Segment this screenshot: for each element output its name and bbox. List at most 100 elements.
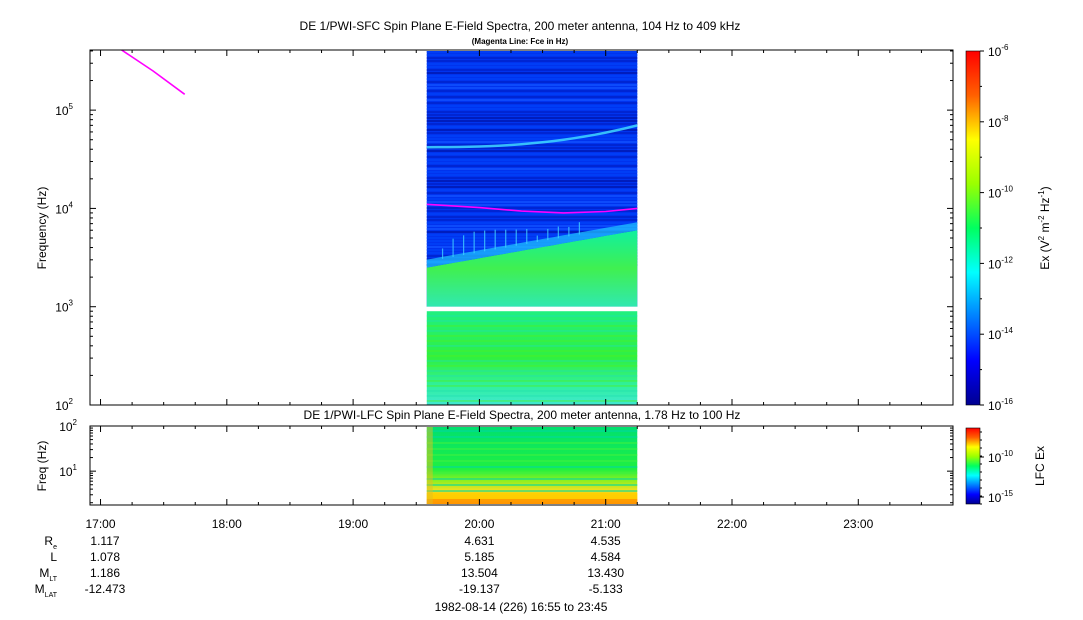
sfc-band-stripe xyxy=(426,66,638,68)
sfc-band-stripe xyxy=(426,84,638,86)
sfc-band-stripe xyxy=(426,120,638,122)
sfc-band-stripe xyxy=(426,102,638,104)
sfc-band-stripe xyxy=(426,186,638,188)
lfc-lowest-stripe xyxy=(426,499,638,504)
lfc-colorbar-tick-label: 10-10 xyxy=(988,449,1013,465)
sfc-band-stripe xyxy=(426,69,638,71)
sfc-band-stripe xyxy=(426,72,638,74)
sfc-low-stripe xyxy=(426,380,638,382)
lfc-colorbar-ticks: 10-10 10-15 xyxy=(980,431,1013,505)
lfc-y-axis-label: Freq (Hz) xyxy=(35,441,49,492)
lfc-plot-frame xyxy=(89,425,954,506)
sfc-low-stripe xyxy=(426,360,638,362)
sfc-low-stripe xyxy=(426,370,638,372)
sfc-band-stripe xyxy=(426,180,638,182)
sfc-low-stripe xyxy=(426,320,638,322)
lfc-stripe xyxy=(426,442,638,444)
lfc-low-stripe xyxy=(426,493,638,499)
time-tick-label: 17:00 xyxy=(86,517,116,531)
sfc-band-stripe xyxy=(426,108,638,110)
sfc-colorbar-tick-label: 10-8 xyxy=(988,114,1009,130)
sfc-band-stripe xyxy=(426,147,638,149)
sfc-band-stripe xyxy=(426,81,638,83)
sfc-band-stripe xyxy=(426,99,638,101)
sfc-low-stripe xyxy=(426,385,638,387)
sfc-low-stripe xyxy=(426,350,638,352)
sfc-band-stripe xyxy=(426,165,638,167)
sfc-low-stripe xyxy=(426,390,638,392)
lfc-stripe xyxy=(426,460,638,462)
time-axis-labels: 17:00 18:00 19:00 20:00 21:00 22:00 23:00 xyxy=(86,517,874,531)
sfc-band-stripe xyxy=(426,135,638,137)
time-tick-label: 18:00 xyxy=(212,517,242,531)
ephemeris-value: 4.631 xyxy=(464,534,494,548)
sfc-band-stripe xyxy=(426,150,638,152)
sfc-band-stripe xyxy=(426,228,638,230)
sfc-colorbar-label: Ex (V2 m-2 Hz-1) xyxy=(1037,186,1052,269)
ephemeris-value: 13.430 xyxy=(587,566,624,580)
sfc-colorbar-tick-label: 10-10 xyxy=(988,185,1013,201)
sfc-low-stripe xyxy=(426,325,638,327)
sfc-band-stripe xyxy=(426,207,638,209)
sfc-y-tick-label: 103 xyxy=(55,299,73,315)
fce-line xyxy=(121,49,638,214)
sfc-band-stripe xyxy=(426,138,638,140)
sfc-colorbar-gradient xyxy=(965,50,981,406)
ephemeris-value: 5.185 xyxy=(464,550,494,564)
sfc-gap xyxy=(426,306,638,312)
sfc-low-stripe xyxy=(426,330,638,332)
sfc-band-stripe xyxy=(426,117,638,119)
sfc-band-edge xyxy=(426,222,638,268)
sfc-band-stripe xyxy=(426,159,638,161)
lfc-spectrogram-data xyxy=(426,427,638,504)
lfc-stripe xyxy=(426,478,638,480)
sfc-low-stripe xyxy=(426,365,638,367)
sfc-low-stripe xyxy=(426,355,638,357)
ephemeris-label: MLT xyxy=(39,566,57,583)
sfc-band-stripe xyxy=(426,222,638,224)
sfc-band-stripe xyxy=(426,201,638,203)
ephemeris-value: 1.186 xyxy=(90,566,120,580)
sfc-band-stripe xyxy=(426,189,638,191)
ephemeris-label: Re xyxy=(44,534,57,551)
sfc-band-stripe xyxy=(426,237,638,239)
sfc-band-stripe xyxy=(426,105,638,107)
ephemeris-table: Re 1.117 4.631 4.535 L 1.078 5.185 4.584 MLT 1.18… xyxy=(35,534,625,599)
sfc-y-axis-ticks: 105 104 103 102 xyxy=(55,50,953,413)
sfc-y-axis-label: Frequency (Hz) xyxy=(35,187,49,270)
lfc-chart-title: DE 1/PWI-LFC Spin Plane E-Field Spectra,… xyxy=(304,408,741,422)
ephemeris-value: 1.117 xyxy=(90,534,119,548)
fce-line-segment xyxy=(426,203,638,214)
ephemeris-value: -5.133 xyxy=(589,582,623,596)
lfc-colorbar: 10-10 10-15 LFC Ex xyxy=(965,427,1047,505)
sfc-band-stripe xyxy=(426,54,638,56)
sfc-y-tick-label: 104 xyxy=(55,200,73,216)
lfc-y-tick-label: 101 xyxy=(59,463,77,479)
sfc-band-stripe xyxy=(426,225,638,227)
sfc-colorbar-tick-label: 10-6 xyxy=(988,43,1009,59)
fce-line-segment xyxy=(121,49,186,95)
ephemeris-value: -19.137 xyxy=(459,582,500,596)
sfc-emission-line xyxy=(426,124,638,149)
sfc-spectrogram-data xyxy=(426,51,638,405)
lfc-stripe xyxy=(426,466,638,468)
sfc-band-stripe xyxy=(426,153,638,155)
sfc-band-stripe xyxy=(426,123,638,125)
sfc-band-stripe xyxy=(426,132,638,134)
lfc-colorbar-tick-label: 10-15 xyxy=(988,489,1013,505)
sfc-band-stripe xyxy=(426,195,638,197)
lfc-y-axis-ticks: 102 101 xyxy=(59,418,953,504)
footer-time-range: 1982-08-14 (226) 16:55 to 23:45 xyxy=(435,600,608,614)
sfc-low-stripe xyxy=(426,400,638,402)
sfc-low-stripe xyxy=(426,345,638,347)
lfc-stripe xyxy=(426,430,638,432)
sfc-band-stripe xyxy=(426,234,638,236)
sfc-band-stripe xyxy=(426,90,638,92)
sfc-low-stripe xyxy=(426,375,638,377)
sfc-band-stripe xyxy=(426,216,638,218)
sfc-colorbar: 10-6 10-8 10-10 10-12 10-14 10-16 Ex (V2 m-2 … xyxy=(965,43,1052,413)
lfc-stripe xyxy=(426,436,638,438)
time-axis-ticks xyxy=(100,426,954,505)
sfc-band-stripe xyxy=(426,171,638,173)
